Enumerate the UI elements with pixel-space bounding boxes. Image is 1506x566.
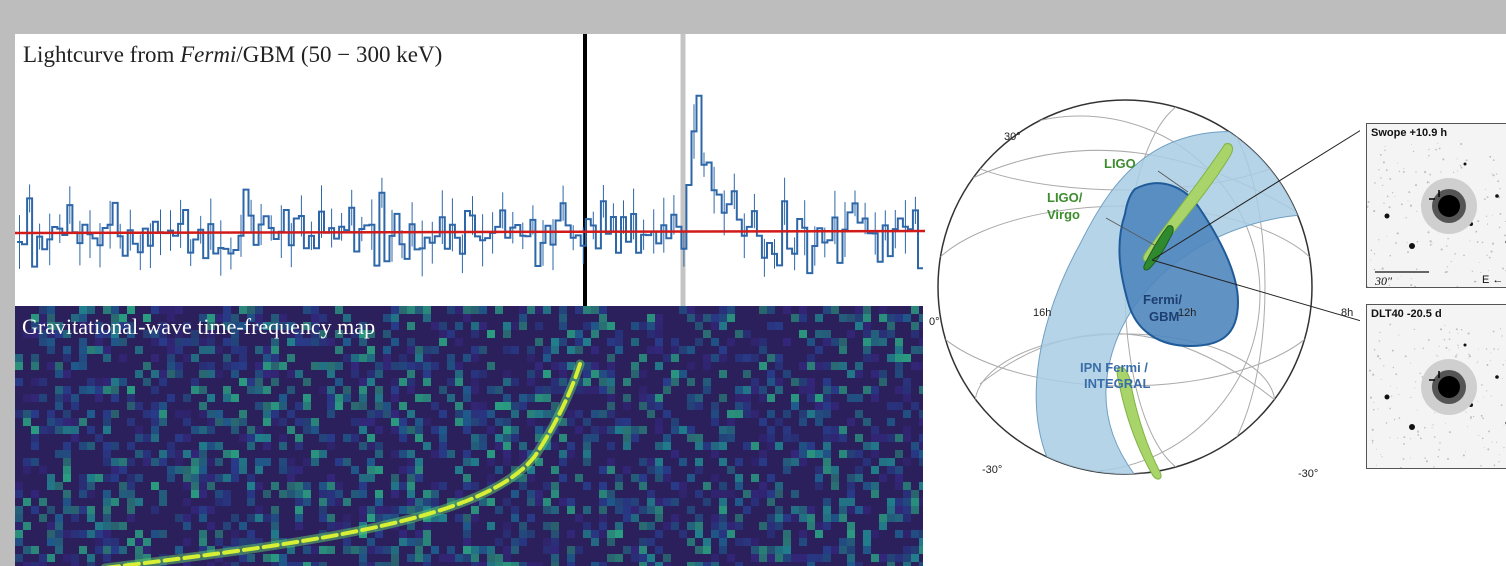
gw-spectrogram [15, 306, 923, 566]
lightcurve-title: Lightcurve from Fermi/GBM (50 − 300 keV) [23, 42, 442, 68]
lightcurve-title-suffix: /GBM (50 − 300 keV) [236, 42, 443, 67]
ipn-region [1035, 131, 1312, 474]
lat-label-bottom-right: -30° [1298, 468, 1318, 480]
ipn-label-line1: IPN Fermi / [1080, 360, 1148, 375]
ligo-label: LIGO [1104, 156, 1136, 171]
lightcurve-title-prefix: Lightcurve from [23, 42, 181, 67]
lightcurve-error-bars [19, 104, 916, 277]
figure-canvas: Lightcurve from Fermi/GBM (50 − 300 keV)… [15, 34, 1506, 566]
lightcurve-trace [17, 94, 923, 275]
ligo-virgo-label-line1: LIGO/ [1047, 190, 1083, 205]
swope-compass-label: E ← [1482, 274, 1504, 286]
ligo-pointer [1157, 170, 1189, 193]
ligo-virgo-label-line2: Virgo [1047, 207, 1080, 222]
ligo-virgo-region [1143, 225, 1174, 271]
ra-label-16h: 16h [1033, 307, 1051, 319]
spectrogram-noise [15, 306, 923, 566]
lat-label-bottom-left: -30° [982, 464, 1002, 476]
ra-label-12h: 12h [1178, 307, 1196, 319]
sky-localization-map: 30° 0° -30° -30° 16h 12h 8h LIGO LIGO/ V… [929, 99, 1360, 480]
ligo-virgo-pointer [1105, 217, 1157, 247]
lightcurve-plot [15, 34, 925, 306]
lat-label-top: 30° [1004, 131, 1021, 143]
chirp-track [104, 362, 582, 566]
ligo-region-south [1116, 366, 1162, 480]
swope-scale-label: 30″ [1375, 274, 1392, 288]
host-galaxy-core [1438, 376, 1460, 398]
fermi-gbm-label-line2: GBM [1149, 309, 1179, 324]
cutout-connector-bottom [1151, 259, 1360, 322]
cutout-connector-top [1151, 130, 1360, 261]
host-galaxy-core [1438, 195, 1460, 217]
ipn-label-line2: INTEGRAL [1084, 376, 1151, 391]
swope-cutout: Swope +10.9 h 30″ E ← [1366, 123, 1506, 288]
dlt40-cutout: DLT40 -20.5 d [1366, 304, 1506, 469]
lightcurve-title-instrument: Fermi [180, 42, 237, 67]
gw-map-title: Gravitational-wave time-frequency map [22, 314, 376, 339]
background-fit-line [15, 229, 925, 235]
dlt40-image [1368, 323, 1506, 468]
fermi-gbm-region [1118, 182, 1240, 348]
cutout-stars [1368, 323, 1506, 468]
dlt40-cutout-label: DLT40 -20.5 d [1371, 308, 1442, 320]
ra-label-8h: 8h [1341, 307, 1353, 319]
fermi-gbm-label-line1: Fermi/ [1143, 292, 1182, 307]
swope-cutout-label: Swope +10.9 h [1371, 127, 1448, 139]
lat-label-equator: 0° [929, 316, 940, 328]
gw-time-frequency-map: Gravitational-wave time-frequency map [15, 306, 923, 566]
swope-image [1367, 142, 1506, 287]
